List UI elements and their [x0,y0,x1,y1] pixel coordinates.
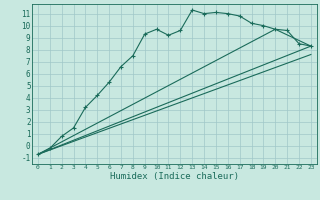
X-axis label: Humidex (Indice chaleur): Humidex (Indice chaleur) [110,172,239,181]
